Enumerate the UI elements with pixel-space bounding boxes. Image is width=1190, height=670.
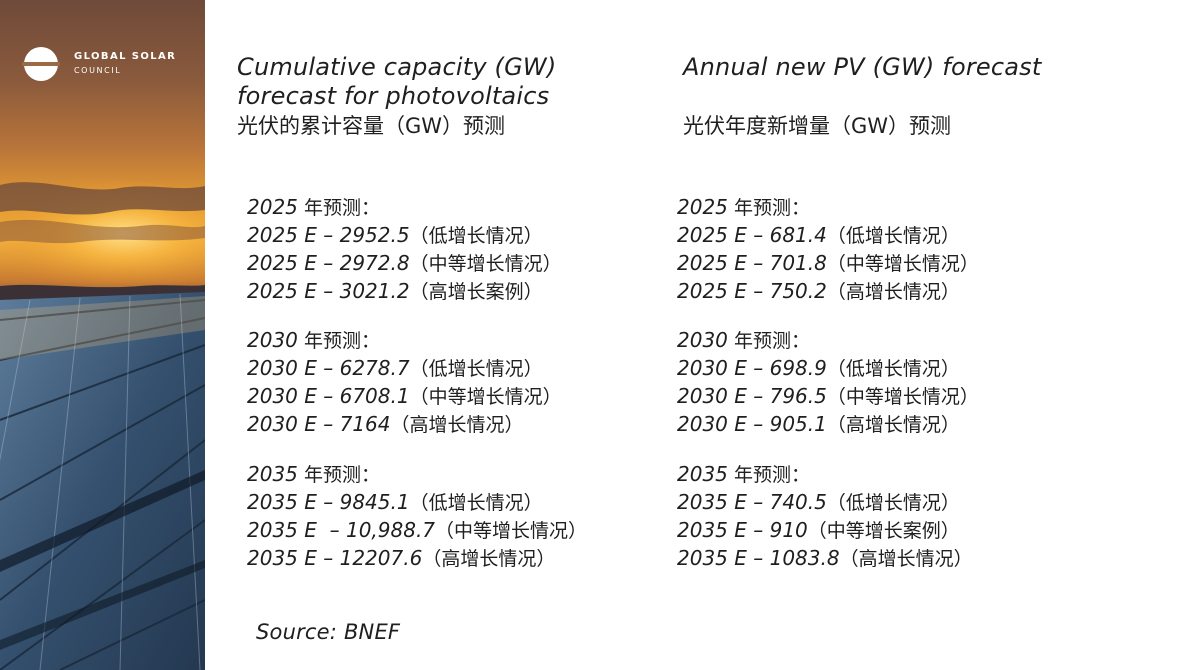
forecast-row: 2030 E – 698.9（低增长情况）: [677, 356, 960, 380]
cumulative-title-zh: 光伏的累计容量（GW）预测: [237, 114, 506, 138]
cumulative-2030-group: 2030 年预测： 2030 E – 6278.7（低增长情况） 2030 E …: [247, 327, 562, 439]
global-solar-council-logo: GLOBAL SOLAR COUNCIL: [22, 45, 197, 87]
logo-line-1: GLOBAL SOLAR: [74, 51, 177, 62]
group-heading: 2025 年预测：: [677, 195, 810, 219]
annual-2025-group: 2025 年预测： 2025 E – 681.4（低增长情况） 2025 E –…: [677, 194, 979, 306]
annual-2030-group: 2030 年预测： 2030 E – 698.9（低增长情况） 2030 E –…: [677, 327, 979, 439]
forecast-row: 2030 E – 6708.1（中等增长情况）: [247, 384, 562, 408]
cumulative-title-line-2: forecast for photovoltaics: [237, 82, 550, 110]
forecast-row: 2025 E – 3021.2（高增长案例）: [247, 279, 543, 303]
forecast-row: 2030 E – 796.5（中等增长情况）: [677, 384, 979, 408]
logo-text: GLOBAL SOLAR COUNCIL: [74, 52, 176, 75]
forecast-row: 2025 E – 750.2（高增长情况）: [677, 279, 960, 303]
forecast-row: 2025 E – 681.4（低增长情况）: [677, 223, 960, 247]
cumulative-2035-group: 2035 年预测： 2035 E – 9845.1（低增长情况） 2035 E …: [247, 461, 647, 573]
forecast-row: 2030 E – 6278.7（低增长情况）: [247, 356, 543, 380]
annual-title: Annual new PV (GW) forecast: [683, 53, 1042, 81]
forecast-row: 2025 E – 2972.8（中等增长情况）: [247, 251, 562, 275]
forecast-row: 2035 E – 740.5（低增长情况）: [677, 490, 960, 514]
forecast-row: 2030 E – 7164（高增长情况）: [247, 412, 524, 436]
cumulative-title: Cumulative capacity (GW) forecast for ph…: [237, 53, 556, 111]
group-heading: 2030 年预测：: [247, 328, 380, 352]
forecast-row: 2025 E – 701.8（中等增长情况）: [677, 251, 979, 275]
forecast-row: 2035 E – 9845.1（低增长情况）: [247, 490, 543, 514]
sun-horizon-logo-icon: [22, 47, 60, 81]
forecast-row: 2035 E – 1083.8（高增长情况）: [677, 546, 973, 570]
group-heading: 2035 年预测：: [247, 462, 380, 486]
group-heading: 2025 年预测：: [247, 195, 380, 219]
group-heading: 2030 年预测：: [677, 328, 810, 352]
annual-title-zh: 光伏年度新增量（GW）预测: [683, 114, 952, 138]
logo-line-2: COUNCIL: [74, 66, 122, 75]
forecast-row: 2035 E – 12207.6（高增长情况）: [247, 546, 556, 570]
annual-2035-group: 2035 年预测： 2035 E – 740.5（低增长情况） 2035 E –…: [677, 461, 973, 573]
source-note: Source: BNEF: [256, 620, 401, 644]
solar-panels-photo: GLOBAL SOLAR COUNCIL: [0, 0, 205, 670]
cumulative-title-line-1: Cumulative capacity (GW): [237, 53, 557, 81]
cumulative-2025-group: 2025 年预测： 2025 E – 2952.5（低增长情况） 2025 E …: [247, 194, 562, 306]
forecast-row: 2035 E – 910（中等增长案例）: [677, 518, 960, 542]
forecast-row: 2035 E – 10,988.7（中等增长情况）: [247, 518, 588, 542]
forecast-row: 2030 E – 905.1（高增长情况）: [677, 412, 960, 436]
forecast-row: 2025 E – 2952.5（低增长情况）: [247, 223, 543, 247]
group-heading: 2035 年预测：: [677, 462, 810, 486]
